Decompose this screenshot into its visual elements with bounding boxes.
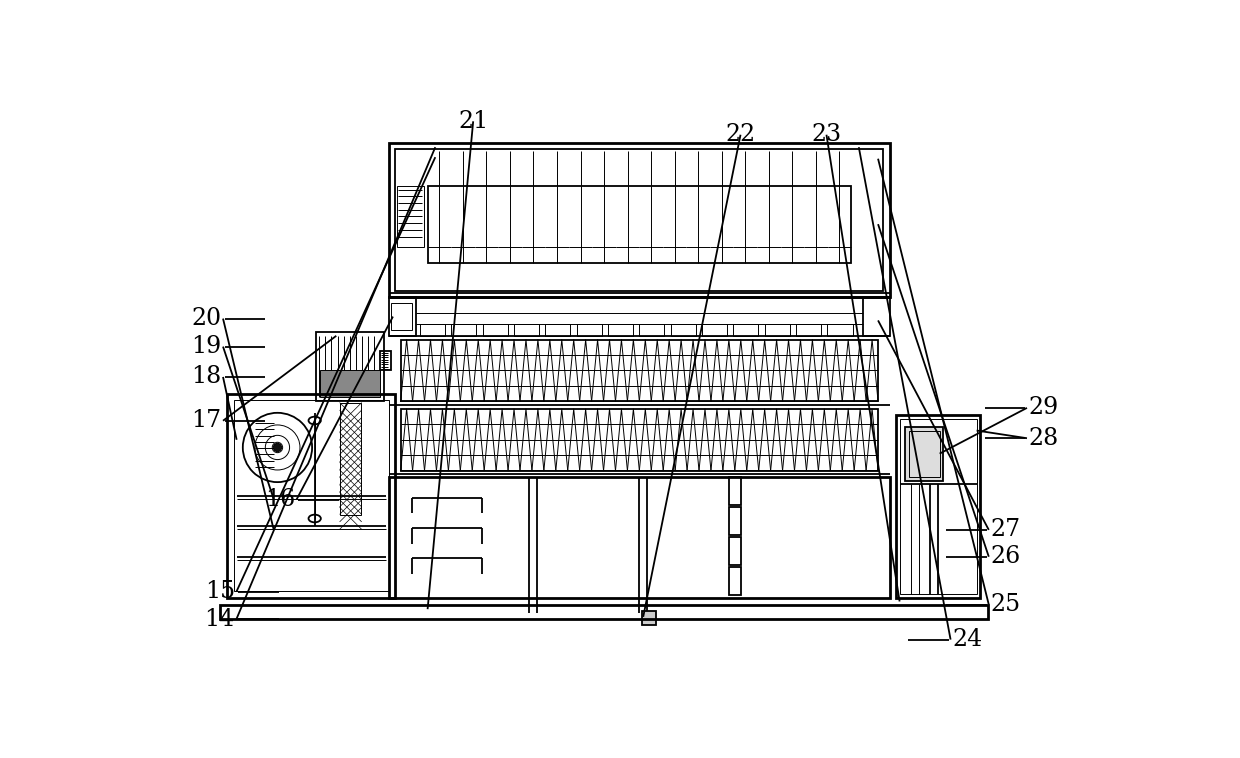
Bar bbox=[451, 324, 476, 336]
Bar bbox=[320, 371, 379, 397]
Text: 15: 15 bbox=[205, 580, 234, 603]
Text: 18: 18 bbox=[191, 365, 222, 388]
Bar bbox=[640, 324, 665, 336]
Text: 27: 27 bbox=[991, 518, 1021, 541]
Bar bbox=[895, 415, 981, 597]
Bar bbox=[546, 324, 570, 336]
Bar bbox=[392, 303, 412, 330]
Bar bbox=[729, 477, 742, 505]
Bar bbox=[389, 477, 889, 597]
Bar bbox=[340, 402, 361, 515]
Bar bbox=[733, 324, 759, 336]
Text: 14: 14 bbox=[205, 608, 234, 631]
Text: 28: 28 bbox=[1028, 427, 1059, 449]
Bar bbox=[396, 149, 883, 291]
Text: 20: 20 bbox=[191, 307, 222, 330]
Bar bbox=[729, 537, 742, 565]
Text: 24: 24 bbox=[952, 628, 982, 651]
Text: 25: 25 bbox=[991, 593, 1021, 616]
Text: 23: 23 bbox=[811, 124, 842, 146]
Bar bbox=[401, 409, 878, 471]
Bar bbox=[765, 324, 790, 336]
Bar bbox=[729, 568, 742, 595]
Text: 17: 17 bbox=[191, 409, 222, 432]
Text: 26: 26 bbox=[991, 545, 1021, 568]
Bar bbox=[233, 399, 389, 591]
Bar bbox=[671, 324, 696, 336]
Bar bbox=[577, 324, 601, 336]
Text: 16: 16 bbox=[265, 488, 295, 511]
Bar bbox=[401, 340, 878, 401]
Bar bbox=[796, 324, 821, 336]
Bar bbox=[227, 393, 396, 597]
Bar bbox=[379, 351, 392, 371]
Bar bbox=[729, 507, 742, 535]
Bar bbox=[482, 324, 507, 336]
Text: 22: 22 bbox=[725, 124, 755, 146]
Bar bbox=[641, 612, 656, 625]
Bar bbox=[428, 186, 851, 263]
Bar bbox=[905, 427, 944, 481]
Text: 21: 21 bbox=[458, 110, 489, 133]
Text: 29: 29 bbox=[1028, 396, 1059, 419]
Bar bbox=[316, 332, 383, 401]
Bar bbox=[899, 419, 977, 594]
Bar bbox=[219, 606, 988, 619]
Bar bbox=[863, 297, 889, 336]
Bar bbox=[389, 297, 417, 336]
Bar bbox=[702, 324, 727, 336]
Bar bbox=[513, 324, 539, 336]
Bar bbox=[608, 324, 634, 336]
Bar bbox=[389, 143, 889, 297]
Circle shape bbox=[273, 443, 281, 452]
Bar bbox=[909, 431, 940, 477]
Bar bbox=[420, 324, 445, 336]
Text: 19: 19 bbox=[191, 335, 222, 358]
Bar bbox=[397, 186, 424, 247]
Bar bbox=[827, 324, 853, 336]
